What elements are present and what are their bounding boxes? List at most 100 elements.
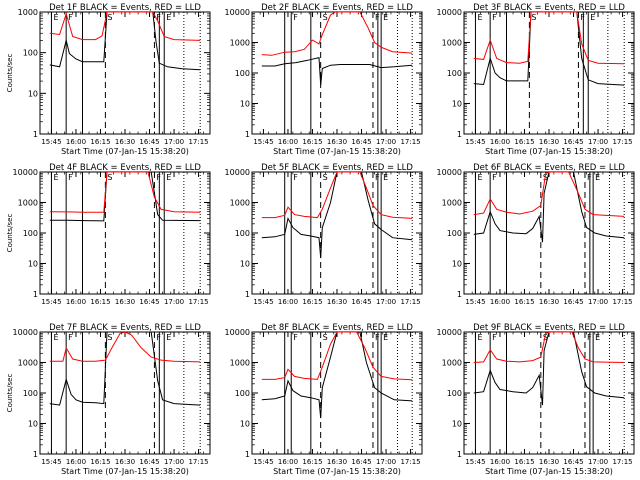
detector-panel: 1 10 100 1000 10000 15:45 16:00 16:15 16:30 16:45…: [225, 3, 423, 156]
y-tick-label: 1000: [230, 199, 250, 208]
x-tick-label: 16:00: [66, 138, 86, 146]
y-tick-label: 10000: [437, 168, 462, 177]
x-tick-label: 17:00: [164, 298, 184, 306]
panel-title: Det 7F BLACK = Events, RED = LLD: [49, 323, 201, 333]
event-marker-label: F: [492, 333, 497, 342]
event-marker-label: S: [107, 13, 112, 22]
series-line: [49, 172, 201, 222]
x-tick-label: 16:30: [539, 298, 559, 306]
event-marker-label: S: [323, 13, 328, 22]
x-tick-label: 17:00: [164, 458, 184, 466]
x-tick-label: 16:45: [351, 138, 371, 146]
detector-panel: 1 10 100 1000 10000 15:45 16:00 16:15 16:30 16:45…: [6, 163, 211, 306]
event-marker-label: S: [107, 333, 112, 342]
x-tick-label: 16:30: [115, 138, 135, 146]
y-tick-label: 10: [240, 420, 250, 429]
event-marker-label: E: [53, 173, 58, 182]
x-tick-label: 16:45: [351, 458, 371, 466]
panel-title: Det 3F BLACK = Events, RED = LLD: [473, 3, 625, 13]
y-tick-label: 1000: [230, 39, 250, 48]
y-tick-label: 100: [23, 389, 38, 398]
y-tick-label: 1: [33, 290, 38, 299]
y-tick-label: 10000: [437, 8, 462, 17]
x-tick-label: 16:45: [351, 298, 371, 306]
y-tick-label: 10000: [13, 168, 38, 177]
y-tick-label: 10: [452, 420, 462, 429]
x-tick-label: 16:15: [302, 458, 322, 466]
y-tick-label: 1: [245, 290, 250, 299]
y-axis-label: Counts/sec: [6, 54, 14, 93]
x-tick-label: 16:30: [327, 458, 347, 466]
x-tick-label: 17:15: [400, 458, 420, 466]
x-tick-label: 15:45: [465, 458, 485, 466]
y-tick-label: 10: [28, 89, 38, 98]
x-axis-label: Start Time (07-Jan-15 15:38:20): [485, 147, 613, 156]
x-tick-label: 17:15: [612, 138, 632, 146]
series-line: [261, 12, 413, 56]
event-marker-label: E: [590, 13, 595, 22]
y-tick-label: 1000: [442, 199, 462, 208]
y-tick-label: 1: [457, 290, 462, 299]
series-line: [261, 172, 413, 219]
panel-title: Det 1F BLACK = Events, RED = LLD: [49, 3, 201, 13]
y-tick-label: 10000: [225, 168, 250, 177]
event-marker-label: E: [166, 13, 171, 22]
event-marker-label: E: [477, 13, 482, 22]
x-tick-label: 16:00: [278, 138, 298, 146]
event-marker-label: S: [531, 13, 536, 22]
x-tick-label: 16:45: [563, 458, 583, 466]
plot-frame: [463, 11, 635, 135]
x-tick-label: 16:45: [139, 138, 159, 146]
event-marker-label: E: [166, 333, 171, 342]
series-line: [49, 172, 201, 213]
detector-panel: 1 10 100 1000 10000 15:45 16:00 16:15 16:30 16:45…: [437, 3, 635, 156]
x-tick-label: 16:30: [115, 458, 135, 466]
series-line: [473, 12, 625, 65]
x-axis-label: Start Time (07-Jan-15 15:38:20): [61, 467, 189, 476]
event-marker-label: F: [492, 13, 497, 22]
y-tick-label: 100: [235, 229, 250, 238]
y-axis-label: Counts/sec: [6, 374, 14, 413]
y-tick-label: 1000: [442, 39, 462, 48]
detector-panel: 1 10 100 1000 10000 15:45 16:00 16:15 16:30 16:45…: [6, 323, 211, 476]
x-tick-label: 16:15: [90, 138, 110, 146]
detector-panel: 1 10 100 1000 10000 15:45 16:00 16:15 16:30 16:45…: [225, 323, 423, 476]
y-tick-label: 1000: [18, 8, 38, 17]
x-tick-label: 17:00: [588, 458, 608, 466]
y-tick-label: 1000: [18, 199, 38, 208]
y-tick-label: 10: [240, 100, 250, 109]
x-tick-label: 16:45: [563, 298, 583, 306]
series-line: [473, 332, 625, 406]
x-tick-label: 16:30: [539, 458, 559, 466]
x-tick-label: 16:15: [514, 458, 534, 466]
x-tick-label: 16:00: [66, 298, 86, 306]
x-axis-label: Start Time (07-Jan-15 15:38:20): [485, 467, 613, 476]
x-tick-label: 15:45: [41, 138, 61, 146]
x-tick-label: 17:15: [188, 298, 208, 306]
y-tick-label: 10: [28, 260, 38, 269]
detector-panel: 1 10 100 1000 10000 15:45 16:00 16:15 16:30 16:45…: [437, 323, 635, 476]
detector-panel: 1 10 100 1000 10000 15:45 16:00 16:15 16:30 16:45…: [437, 163, 635, 306]
x-tick-label: 17:15: [612, 458, 632, 466]
y-tick-label: 1000: [442, 359, 462, 368]
y-tick-label: 1: [457, 450, 462, 459]
event-marker-label: F: [68, 13, 73, 22]
y-tick-label: 100: [235, 389, 250, 398]
x-tick-label: 17:15: [400, 138, 420, 146]
y-tick-label: 10: [452, 260, 462, 269]
event-marker-label: E: [595, 173, 600, 182]
x-tick-label: 16:45: [139, 298, 159, 306]
event-marker-label: F: [293, 333, 298, 342]
x-tick-label: 16:15: [90, 458, 110, 466]
x-tick-label: 16:15: [514, 298, 534, 306]
x-tick-label: 16:30: [115, 298, 135, 306]
event-marker-label: E: [477, 173, 482, 182]
series-line: [261, 332, 413, 381]
event-marker-label: F: [68, 333, 73, 342]
x-axis-label: Start Time (07-Jan-15 15:38:20): [273, 467, 401, 476]
x-tick-label: 17:00: [376, 298, 396, 306]
x-tick-label: 16:15: [302, 138, 322, 146]
event-marker-label: F: [492, 173, 497, 182]
plot-frame: [463, 171, 635, 295]
